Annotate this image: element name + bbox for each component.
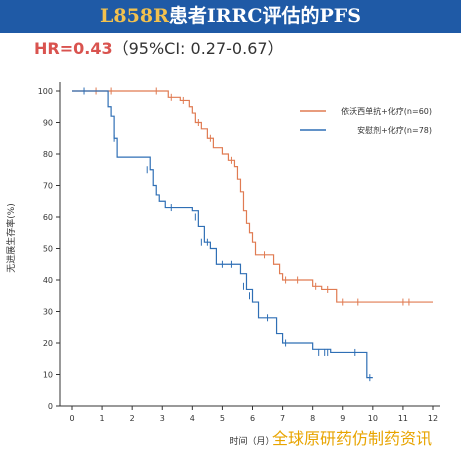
y-tick-label: 30	[43, 308, 53, 317]
y-axis-label: 无进展生存率(%)	[5, 203, 17, 273]
x-tick-label: 6	[250, 414, 255, 423]
y-tick-label: 20	[43, 339, 53, 348]
x-tick-label: 7	[280, 414, 285, 423]
y-tick-label: 60	[43, 213, 53, 222]
x-tick-label: 0	[69, 414, 74, 423]
y-tick-label: 10	[43, 371, 53, 380]
x-tick-label: 2	[130, 414, 135, 423]
y-tick-label: 70	[43, 182, 53, 191]
title-bar	[0, 0, 461, 33]
y-tick-label: 80	[43, 150, 53, 159]
x-tick-label: 9	[340, 414, 345, 423]
x-axis-label: 时间（月）	[229, 435, 274, 447]
x-tick-label: 8	[310, 414, 315, 423]
y-tick-label: 100	[38, 87, 53, 96]
km-curve-series-1	[72, 90, 433, 303]
km-curve-series-2	[72, 90, 373, 379]
y-tick-label: 0	[48, 402, 53, 411]
x-tick-label: 10	[368, 414, 378, 423]
x-tick-label: 5	[220, 414, 225, 423]
chart-legend: 依沃西单抗+化疗(n=60) 安慰剂+化疗(n=78)	[300, 106, 432, 135]
x-tick-label: 1	[100, 414, 105, 423]
y-tick-label: 50	[43, 245, 53, 254]
x-tick-label: 11	[398, 414, 408, 423]
legend-label-series-1: 依沃西单抗+化疗(n=60)	[341, 106, 432, 116]
x-tick-label: 12	[428, 414, 438, 423]
title-rest: 患者IRRC评估的PFS	[168, 5, 361, 27]
watermark: 全球原研药仿制药资讯	[272, 429, 433, 448]
title-highlight: L858R	[100, 5, 169, 27]
hr-value: HR=0.43	[34, 39, 113, 58]
x-tick-label: 3	[160, 414, 165, 423]
chart-title: L858R患者IRRC评估的PFS	[0, 0, 461, 33]
x-tick-label: 4	[190, 414, 195, 423]
chart-curves	[72, 87, 433, 382]
legend-label-series-2: 安慰剂+化疗(n=78)	[357, 125, 432, 135]
hr-ci: （95%CI: 0.27-0.67）	[112, 39, 284, 58]
hazard-ratio: HR=0.43（95%CI: 0.27-0.67）	[34, 35, 284, 59]
y-tick-label: 40	[43, 276, 53, 285]
y-tick-label: 90	[43, 119, 53, 128]
